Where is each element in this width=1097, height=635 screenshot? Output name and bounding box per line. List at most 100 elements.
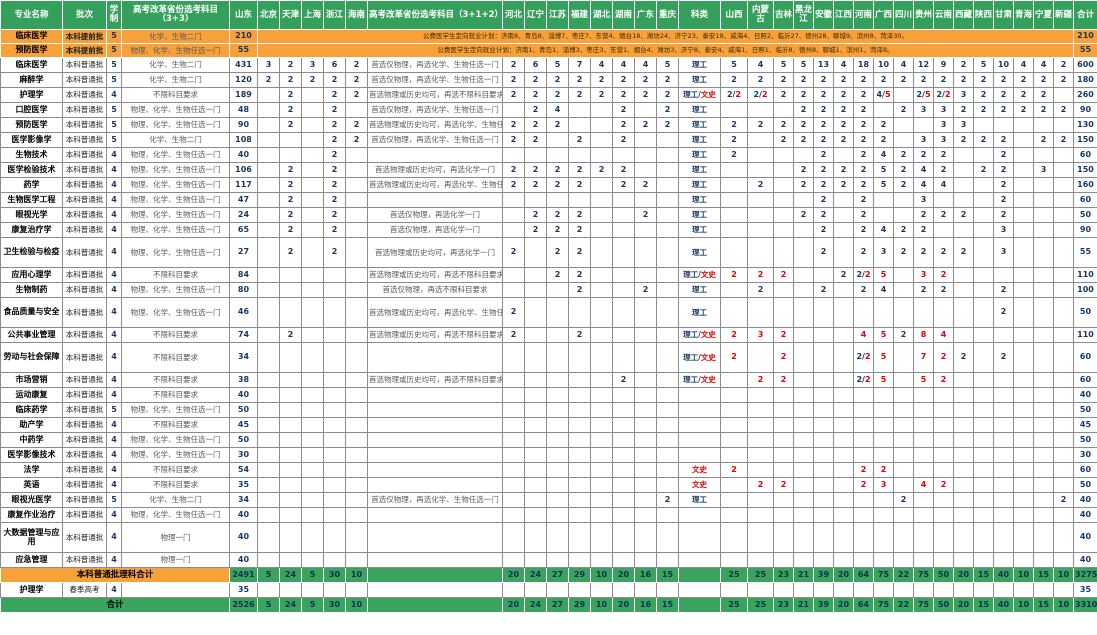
cell-value	[257, 327, 280, 343]
cell-value	[773, 492, 794, 508]
cell-value	[524, 522, 547, 553]
cell-value	[933, 507, 954, 523]
cell-value: 2	[502, 237, 525, 268]
cell-value	[568, 102, 591, 118]
cell-value	[257, 462, 280, 478]
cell-value	[345, 417, 368, 433]
cell-value: 5	[913, 372, 934, 388]
admission-plan-table: 专业名称 批次 学制 高考改革省份选考科目（3+3） 山东 北京 天津 上海 浙江 海南 高考改革省…	[0, 0, 1097, 613]
table-row: 医学影像技术 本科普通批 4 物理、化学、生物任选一门 30 30	[0, 447, 1097, 463]
cell-value: 24	[279, 567, 302, 583]
cell-value	[634, 297, 657, 328]
cell-value	[833, 282, 854, 298]
cell-value	[933, 402, 954, 418]
cell-value	[279, 132, 302, 148]
cell-value	[612, 432, 635, 448]
cell-years: 4	[106, 552, 122, 568]
cell-value: 2	[793, 87, 814, 103]
cell-value: 24	[279, 597, 302, 613]
header-cell: 云南	[933, 0, 954, 30]
table-row: 英语 本科普通批 4 不限科目要求 35 文史 2 2 2 3 4 2 50	[0, 477, 1097, 493]
header-cell: 天津	[279, 0, 302, 30]
header-cell: 河北	[502, 0, 525, 30]
cell-value	[301, 132, 324, 148]
cell-value: 2	[502, 117, 525, 133]
cell-years: 4	[106, 87, 122, 103]
cell-value	[1013, 507, 1034, 523]
cell-value	[747, 462, 774, 478]
cell-value	[590, 342, 613, 373]
cell-value	[720, 477, 748, 493]
cell-value	[590, 447, 613, 463]
cell-value	[893, 192, 914, 208]
header-cell: 湖北	[590, 0, 613, 30]
cell-value: 3	[873, 477, 894, 493]
cell-value	[833, 432, 854, 448]
cell-shandong: 108	[229, 132, 258, 148]
header-cell: 新疆	[1053, 0, 1074, 30]
cell-value: 2	[813, 222, 834, 238]
cell-value	[973, 282, 994, 298]
cell-value	[546, 492, 569, 508]
cell-value	[773, 522, 794, 553]
cell-batch: 本科普通批	[62, 147, 107, 163]
cell-subjects-312: 首选仅物理，再选化学、生物任选一门	[367, 492, 503, 508]
cell-shandong: 30	[229, 447, 258, 463]
cell-value: 2	[913, 147, 934, 163]
cell-category	[678, 522, 721, 553]
table-row: 公共事业管理 本科普通批 4 不限科目要求 74 2 首选物理或历史均可，再选不限科目要求 2…	[0, 327, 1097, 343]
cell-value	[546, 147, 569, 163]
cell-value	[913, 582, 934, 598]
cell-value	[634, 162, 657, 178]
cell-subjects-33	[121, 582, 230, 598]
cell-value	[1053, 177, 1074, 193]
cell-value	[773, 177, 794, 193]
cell-value: 2	[793, 102, 814, 118]
cell-years: 5	[106, 72, 122, 88]
cell-value	[301, 117, 324, 133]
cell-value	[720, 417, 748, 433]
cell-value	[953, 177, 974, 193]
cell-value	[634, 522, 657, 553]
cell-value	[1053, 552, 1074, 568]
cell-value: 2	[933, 342, 954, 373]
cell-value: 8	[913, 327, 934, 343]
table-row: 大数据管理与应用 本科普通批 4 物理一门 40 40	[0, 522, 1097, 553]
cell-total: 3310	[1073, 597, 1097, 613]
cell-value: 2	[953, 207, 974, 223]
cell-subjects-312	[367, 402, 503, 418]
cell-value: 25	[720, 567, 748, 583]
cell-value	[568, 387, 591, 403]
cell-years: 4	[106, 522, 122, 553]
cell-value	[1033, 387, 1054, 403]
cell-value	[546, 192, 569, 208]
cell-value	[720, 552, 748, 568]
cell-value	[793, 372, 814, 388]
note-cell: 公费医学生定向就业计划：济南1、青岛1、淄博3、枣庄3、东营1、烟台4、潍坊3、…	[257, 43, 1074, 58]
cell-value	[973, 297, 994, 328]
cell-value	[279, 417, 302, 433]
cell-value	[993, 447, 1014, 463]
cell-value	[720, 387, 748, 403]
cell-value: 2	[973, 87, 994, 103]
cell-value	[612, 552, 635, 568]
cell-value	[893, 282, 914, 298]
cell-value: 64	[853, 567, 874, 583]
cell-value	[813, 477, 834, 493]
cell-value	[323, 267, 346, 283]
cell-value: 2	[612, 87, 635, 103]
cell-value	[634, 432, 657, 448]
cell-value	[279, 372, 302, 388]
cell-value: 10	[1053, 597, 1074, 613]
cell-value: 2	[953, 237, 974, 268]
cell-value: 2	[345, 87, 368, 103]
cell-value: 5	[257, 567, 280, 583]
cell-value	[993, 327, 1014, 343]
cell-category	[678, 447, 721, 463]
cell-shandong: 80	[229, 282, 258, 298]
cell-value	[502, 282, 525, 298]
cell-value	[1053, 462, 1074, 478]
cell-value	[893, 507, 914, 523]
cell-value: 3	[933, 117, 954, 133]
cell-value	[993, 492, 1014, 508]
